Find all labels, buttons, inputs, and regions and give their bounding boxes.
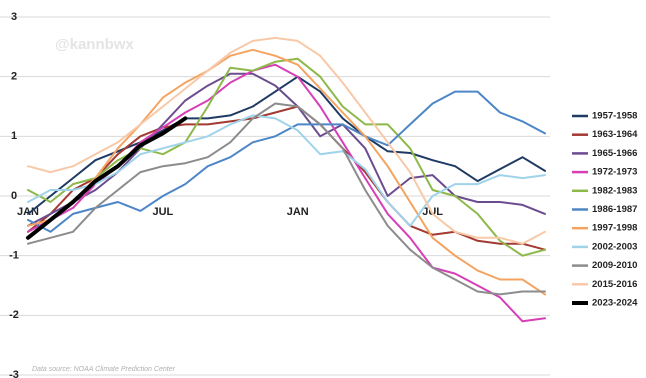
series-line <box>27 48 546 296</box>
legend-label: 2009-2010 <box>592 260 637 271</box>
legend-label: 1997-1998 <box>592 223 637 234</box>
legend-label: 1986-1987 <box>592 204 637 215</box>
legend-label: 1982-1983 <box>592 185 637 196</box>
series-line <box>27 102 546 296</box>
legend-label: 2023-2024 <box>592 298 638 309</box>
series-line <box>27 36 546 245</box>
series-line <box>27 63 546 323</box>
x-tick-label: JAN <box>287 206 309 218</box>
series-line <box>26 116 188 240</box>
legend-label: 2015-2016 <box>592 279 637 290</box>
y-tick-label: -1 <box>9 250 19 262</box>
y-tick-label: 3 <box>11 11 17 23</box>
y-tick-label: -2 <box>9 309 19 321</box>
series-line <box>27 114 546 227</box>
legend-label: 2002-2003 <box>592 241 637 252</box>
legend-label: 1965-1966 <box>592 148 637 159</box>
y-tick-label: -3 <box>9 369 19 378</box>
y-tick-label: 2 <box>11 71 17 83</box>
y-tick-label: 0 <box>11 190 17 202</box>
legend-label: 1957-1958 <box>592 111 637 122</box>
x-tick-label: JUL <box>422 206 443 218</box>
source-note: Data source: NOAA Climate Prediction Cen… <box>32 366 176 373</box>
legend-label: 1972-1973 <box>592 167 637 178</box>
watermark: @kannbwx <box>55 36 134 53</box>
y-tick-label: 1 <box>11 130 17 142</box>
series-line <box>27 90 546 233</box>
legend-label: 1963-1964 <box>592 129 638 140</box>
x-tick-label: JUL <box>152 206 173 218</box>
